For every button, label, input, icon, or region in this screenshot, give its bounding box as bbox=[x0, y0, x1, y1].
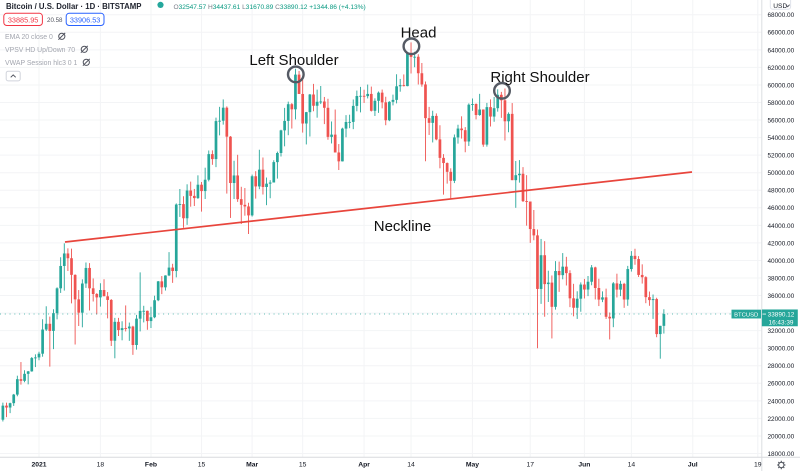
svg-text:Left Shoulder: Left Shoulder bbox=[249, 52, 338, 69]
svg-text:O32547.57 H34437.61 L31670.89: O32547.57 H34437.61 L31670.89 C33890.12 … bbox=[174, 4, 366, 11]
svg-text:Mar: Mar bbox=[246, 462, 258, 469]
svg-text:24000.00: 24000.00 bbox=[768, 398, 795, 405]
svg-text:Bitcoin / U.S. Dollar · 1D · B: Bitcoin / U.S. Dollar · 1D · BITSTAMP bbox=[6, 2, 141, 11]
svg-text:60000.00: 60000.00 bbox=[768, 82, 795, 89]
svg-text:32000.00: 32000.00 bbox=[768, 328, 795, 335]
svg-text:19: 19 bbox=[754, 462, 762, 469]
svg-text:58000.00: 58000.00 bbox=[768, 100, 795, 107]
svg-text:56000.00: 56000.00 bbox=[768, 117, 795, 124]
svg-text:42000.00: 42000.00 bbox=[768, 240, 795, 247]
svg-text:VPSV HD Up/Down 70: VPSV HD Up/Down 70 bbox=[5, 47, 75, 54]
svg-text:Head: Head bbox=[401, 24, 437, 41]
svg-text:USD: USD bbox=[773, 3, 787, 10]
svg-text:40000.00: 40000.00 bbox=[768, 258, 795, 265]
svg-text:44000.00: 44000.00 bbox=[768, 223, 795, 230]
svg-text:VWAP Session hlc3 0 1: VWAP Session hlc3 0 1 bbox=[5, 60, 78, 67]
svg-text:66000.00: 66000.00 bbox=[768, 30, 795, 37]
svg-text:Neckline: Neckline bbox=[374, 218, 432, 235]
svg-text:Feb: Feb bbox=[145, 462, 157, 469]
svg-text:15: 15 bbox=[198, 462, 206, 469]
svg-text:50000.00: 50000.00 bbox=[768, 170, 795, 177]
svg-text:22000.00: 22000.00 bbox=[768, 416, 795, 423]
svg-text:48000.00: 48000.00 bbox=[768, 188, 795, 195]
svg-text:52000.00: 52000.00 bbox=[768, 153, 795, 160]
svg-text:64000.00: 64000.00 bbox=[768, 47, 795, 54]
svg-text:28000.00: 28000.00 bbox=[768, 363, 795, 370]
svg-text:18000.00: 18000.00 bbox=[768, 451, 795, 458]
svg-text:62000.00: 62000.00 bbox=[768, 65, 795, 72]
svg-text:Jun: Jun bbox=[578, 462, 590, 469]
svg-text:30000.00: 30000.00 bbox=[768, 346, 795, 353]
svg-text:38000.00: 38000.00 bbox=[768, 275, 795, 282]
svg-text:46000.00: 46000.00 bbox=[768, 205, 795, 212]
svg-text:Jul: Jul bbox=[688, 462, 698, 469]
svg-text:BTCUSD: BTCUSD bbox=[734, 312, 758, 318]
svg-text:May: May bbox=[466, 462, 479, 469]
svg-text:33885.95: 33885.95 bbox=[8, 16, 38, 25]
svg-text:Right Shoulder: Right Shoulder bbox=[490, 69, 589, 86]
svg-text:68000.00: 68000.00 bbox=[768, 12, 795, 19]
svg-text:54000.00: 54000.00 bbox=[768, 135, 795, 142]
svg-text:18: 18 bbox=[97, 462, 105, 469]
svg-text:EMA 20 close 0: EMA 20 close 0 bbox=[5, 34, 53, 41]
svg-text:33890.12: 33890.12 bbox=[768, 311, 795, 318]
svg-text:36000.00: 36000.00 bbox=[768, 293, 795, 300]
svg-text:15: 15 bbox=[299, 462, 307, 469]
svg-text:26000.00: 26000.00 bbox=[768, 381, 795, 388]
svg-text:33906.53: 33906.53 bbox=[70, 16, 100, 25]
svg-text:20000.00: 20000.00 bbox=[768, 433, 795, 440]
svg-text:17: 17 bbox=[526, 462, 534, 469]
svg-text:20.58: 20.58 bbox=[47, 17, 63, 24]
svg-text:14: 14 bbox=[628, 462, 636, 469]
svg-text:2021: 2021 bbox=[31, 462, 46, 469]
svg-text:14: 14 bbox=[407, 462, 415, 469]
svg-text:Apr: Apr bbox=[358, 462, 370, 469]
svg-text:16:43:39: 16:43:39 bbox=[769, 319, 794, 326]
